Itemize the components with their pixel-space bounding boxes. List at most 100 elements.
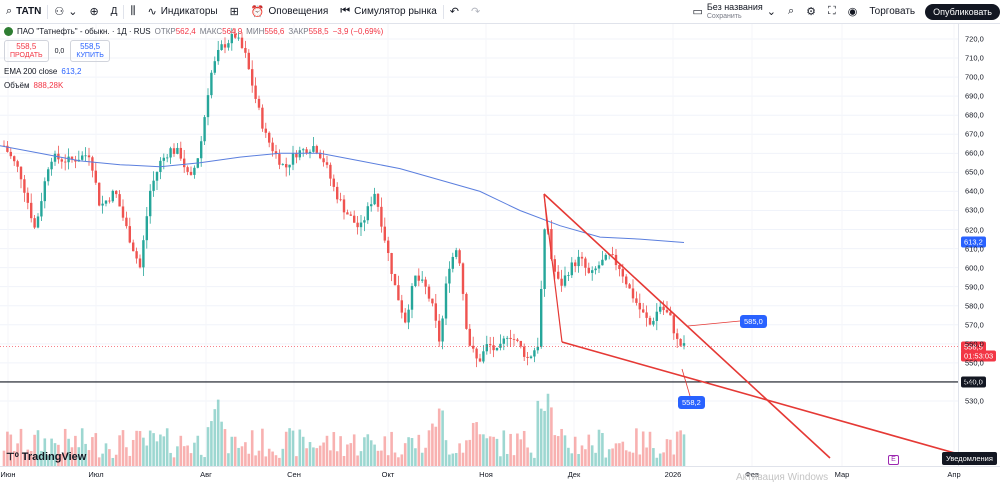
trendline-callout-lower[interactable]: 558,2 (678, 396, 705, 409)
volume-bar (349, 443, 353, 466)
candle-body (319, 152, 322, 159)
candle-body (363, 220, 366, 223)
volume-bar (295, 456, 298, 466)
candle-body (642, 309, 645, 313)
layout-title: Без названия (706, 1, 763, 12)
interval-label: Д (110, 6, 118, 17)
trendline-close-segment[interactable] (543, 193, 549, 235)
price-tick-label: 540,0 (965, 377, 984, 387)
ema-legend[interactable]: EMA 200 close 613,2 (4, 67, 383, 76)
earnings-event-badge[interactable]: E (888, 455, 899, 465)
volume-legend[interactable]: Объём 888,28K (4, 81, 383, 90)
fullscreen-button[interactable]: ⛶ (822, 0, 842, 24)
candle-body (631, 288, 635, 299)
volume-bar (471, 422, 475, 466)
volume-bar (662, 452, 665, 466)
candle-body (23, 179, 26, 193)
candle-body (247, 52, 250, 70)
buy-button[interactable]: 558,5 КУПИТЬ (70, 40, 110, 62)
candle-body (291, 153, 295, 165)
volume-bars (2, 393, 686, 466)
sell-button[interactable]: 558,5 ПРОДАТЬ (4, 40, 49, 62)
buy-price: 558,5 (80, 42, 101, 51)
candle-body (268, 132, 271, 143)
candle-body (26, 192, 29, 203)
candle-body (523, 346, 526, 357)
candle-body (662, 306, 665, 311)
publish-button[interactable]: Опубликовать (925, 3, 1000, 20)
candle-body (611, 254, 614, 255)
templates-button[interactable]: ⊞ (224, 0, 245, 24)
candle-body (533, 350, 536, 357)
candle-body (529, 356, 533, 358)
candle-body (298, 150, 301, 158)
candle-body (227, 43, 230, 48)
layout-button[interactable]: ▭ Без названия Сохранить ⌄ (686, 0, 782, 24)
replay-button[interactable]: ⏮ Симулятор рынка (334, 0, 443, 24)
volume-bar (193, 442, 196, 466)
trade-button[interactable]: Торговать (869, 6, 916, 17)
layout-name: Без названия Сохранить (706, 1, 763, 21)
trendline-upper[interactable] (543, 193, 831, 459)
trendline-callout-upper[interactable]: 585,0 (740, 315, 767, 328)
candle-body (312, 146, 315, 152)
undo-button[interactable]: ↶ (444, 0, 465, 24)
volume-bar (665, 439, 669, 466)
price-axis[interactable]: 613,2 558,5 01:53:03 540,0 720,0 710,0 700… (958, 24, 1000, 466)
volume-bar (142, 437, 145, 466)
quick-search-button[interactable]: ⌕ (782, 0, 800, 24)
settings-button[interactable]: ⚙ (800, 0, 822, 24)
price-chart[interactable] (0, 24, 958, 466)
chart-type-button[interactable]: ⫼ (124, 0, 141, 24)
symbol-title[interactable]: ПАО "Татнефть" - обыкн. · 1Д · RUS (17, 27, 151, 36)
candle-body (138, 258, 142, 268)
candle-body (458, 250, 461, 264)
candlesticks (2, 28, 686, 368)
add-symbol-button[interactable]: ⊕ (83, 0, 104, 24)
volume-bar (12, 450, 16, 466)
candle-body (125, 217, 128, 227)
candle-body (132, 242, 135, 252)
volume-bar (628, 451, 631, 466)
candle-body (36, 216, 40, 228)
volume-bar (444, 440, 448, 466)
volume-bar (152, 433, 155, 466)
candle-body (128, 226, 131, 243)
indicators-button[interactable]: ∿ Индикаторы (142, 0, 224, 24)
candle-body (342, 199, 346, 213)
symbol-search[interactable]: ⌕ TATN (0, 0, 47, 24)
interval-button[interactable]: Д (105, 0, 124, 24)
volume-bar (648, 431, 652, 466)
volume-bar (458, 443, 461, 466)
volume-bar (373, 444, 376, 466)
candle-body (179, 147, 182, 159)
snapshot-button[interactable]: ◉ (842, 0, 864, 24)
candle-body (387, 240, 390, 254)
candle-body (295, 153, 298, 158)
volume-bar (635, 428, 638, 466)
time-axis[interactable]: Июн Июл Авг Сен Окт Ноя Дек 2026 Фев Мар Апр (0, 466, 1000, 483)
volume-bar (165, 428, 169, 466)
volume-bar (509, 433, 512, 466)
volume-bar (488, 436, 492, 466)
volume-bar (604, 457, 608, 466)
compare-button[interactable]: ⚇ ⌄ (48, 0, 83, 24)
time-tick-label: Сен (287, 470, 301, 479)
volume-bar (543, 410, 546, 466)
candle-body (645, 312, 648, 318)
volume-bar (533, 457, 536, 466)
candle-body (108, 200, 111, 202)
candle-body (101, 203, 104, 206)
redo-button[interactable]: ↷ (465, 0, 486, 24)
volume-bar (529, 452, 533, 466)
candle-body (434, 303, 437, 321)
bar-countdown-badge: 01:53:03 (961, 350, 997, 362)
volume-bar (560, 428, 563, 466)
alerts-button[interactable]: ⏰ Оповещения (245, 0, 334, 24)
volume-bar (420, 452, 424, 466)
candle-body (526, 356, 529, 358)
notifications-button[interactable]: Уведомления (942, 452, 997, 465)
candle-body (492, 345, 495, 351)
trendline-lower[interactable] (561, 341, 958, 455)
level-price-badge: 540,0 (961, 376, 986, 388)
